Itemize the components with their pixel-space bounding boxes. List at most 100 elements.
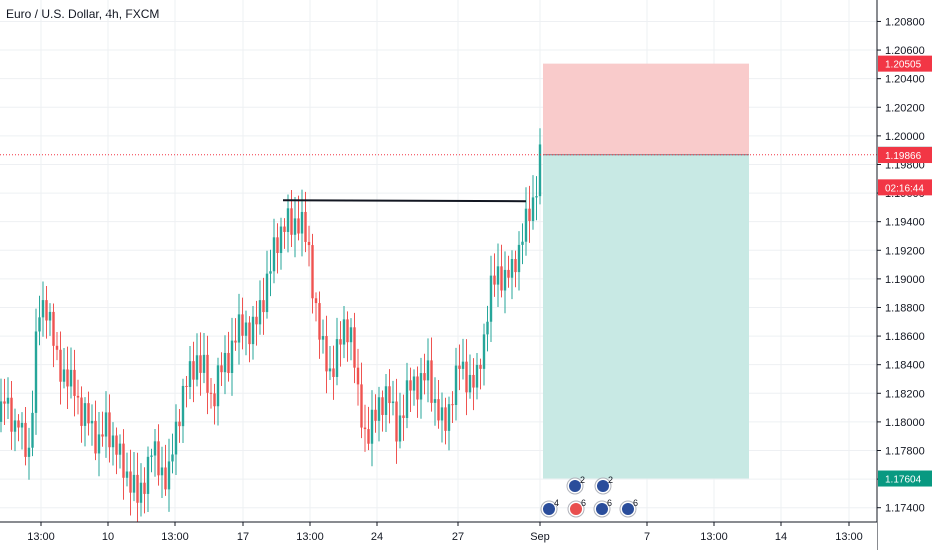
candle-body <box>293 218 297 235</box>
candle-body <box>486 321 489 335</box>
candle-body <box>507 269 510 278</box>
candle-body <box>185 385 188 388</box>
position-reward-zone[interactable] <box>543 154 749 479</box>
candle-body <box>419 373 423 400</box>
candle-body <box>300 211 304 234</box>
y-tick-label: 1.20200 <box>885 102 925 114</box>
candle-body <box>503 269 507 291</box>
candle-body <box>34 331 38 413</box>
candle-body <box>6 397 10 404</box>
candle-body <box>248 322 251 345</box>
y-tick-label: 1.18400 <box>885 360 925 372</box>
candle-body <box>157 441 160 476</box>
candle-body <box>405 380 409 419</box>
candle-body <box>164 467 167 490</box>
candle-body <box>356 367 360 385</box>
candlestick-series <box>0 128 542 525</box>
resistance-line[interactable] <box>282 199 527 203</box>
candle-body <box>41 300 45 318</box>
candle-body <box>160 467 164 476</box>
candle-body <box>279 226 283 253</box>
candle-body <box>178 421 181 427</box>
candle-body <box>59 349 62 382</box>
candle-body <box>433 399 437 403</box>
candle-body <box>461 361 465 369</box>
candle-body <box>143 482 146 494</box>
candle-body <box>241 314 244 336</box>
candle-body <box>510 259 514 278</box>
candle-body <box>307 241 311 246</box>
candle-body <box>153 441 157 456</box>
candle-body <box>66 369 69 387</box>
time-axis[interactable] <box>0 522 877 550</box>
y-tick-label: 1.20400 <box>885 74 925 86</box>
candle-body <box>475 364 479 388</box>
event-count-label: 6 <box>607 498 612 508</box>
candle-body <box>276 237 279 253</box>
candle-body <box>192 361 195 380</box>
candle-body <box>55 345 59 350</box>
economic-event-marker[interactable]: 6 <box>593 498 612 518</box>
candle-body <box>496 266 500 285</box>
candle-body <box>374 409 377 421</box>
candle-body <box>129 471 132 493</box>
price-badge: 1.20505 <box>878 55 932 72</box>
candle-body <box>132 474 136 493</box>
price-axis[interactable] <box>877 0 932 550</box>
x-tick-label: 13:00 <box>161 531 189 543</box>
economic-event-marker[interactable]: 6 <box>619 498 638 518</box>
candle-body <box>381 397 384 415</box>
candle-body <box>472 374 475 388</box>
economic-event-marker[interactable]: 2 <box>566 475 585 495</box>
chart-title: Euro / U.S. Dollar, 4h, FXCM <box>6 7 160 21</box>
candle-body <box>20 422 24 428</box>
candle-body <box>199 355 202 373</box>
candle-body <box>45 300 48 321</box>
candle-body <box>360 384 363 428</box>
candle-body <box>328 368 332 372</box>
candle-body <box>423 373 426 381</box>
candle-body <box>440 407 444 421</box>
candle-body <box>167 461 171 490</box>
candle-body <box>528 208 531 221</box>
candle-body <box>314 298 318 304</box>
candle-body <box>188 361 192 388</box>
candle-body <box>87 403 90 424</box>
candle-body <box>402 415 405 419</box>
candle-body <box>377 397 381 421</box>
x-tick-label: 13:00 <box>296 531 324 543</box>
y-tick-label: 1.17400 <box>885 503 925 515</box>
x-tick-label: 17 <box>237 531 249 543</box>
candle-body <box>395 401 398 442</box>
candle-body <box>206 354 209 393</box>
x-tick-label: 14 <box>775 531 787 543</box>
candle-body <box>517 244 521 273</box>
candle-body <box>24 422 27 457</box>
position-risk-zone[interactable] <box>543 63 749 155</box>
candle-body <box>416 376 419 400</box>
candle-body <box>349 327 353 343</box>
x-tick-label: Sep <box>530 531 550 543</box>
candle-body <box>297 218 300 234</box>
candle-body <box>454 365 458 405</box>
candle-body <box>27 447 31 457</box>
candle-body <box>90 420 94 424</box>
economic-event-marker[interactable]: 2 <box>594 475 613 495</box>
x-tick-label: 13:00 <box>835 531 863 543</box>
candle-body <box>146 456 150 494</box>
x-tick-label: 7 <box>644 531 650 543</box>
candle-body <box>73 369 76 396</box>
y-tick-label: 1.19200 <box>885 245 925 257</box>
price-badge: 02:16:44 <box>878 179 932 196</box>
candle-body <box>430 360 433 403</box>
candle-body <box>115 435 118 455</box>
economic-event-marker[interactable]: 4 <box>540 498 559 518</box>
economic-event-marker[interactable]: 6 <box>567 498 586 518</box>
candle-body <box>220 365 223 373</box>
candle-body <box>269 271 272 274</box>
price-badge: 1.17604 <box>878 470 932 487</box>
candle-body <box>370 409 374 444</box>
candle-body <box>482 334 486 369</box>
event-count-label: 6 <box>581 498 586 508</box>
